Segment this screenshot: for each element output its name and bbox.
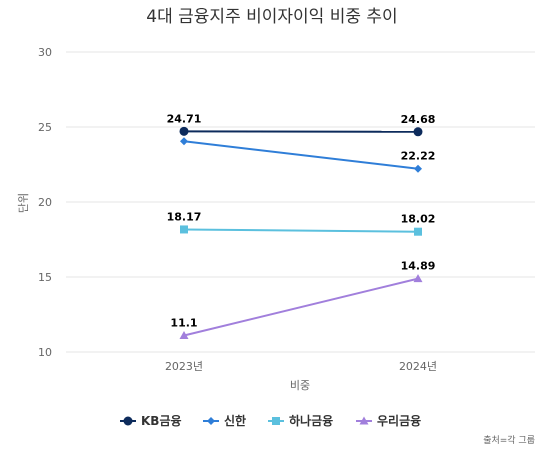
chart-title: 4대 금융지주 비이자이익 비중 추이 [146, 7, 397, 27]
series-group [179, 126, 423, 339]
legend-item-신한[interactable]: 신한 [203, 413, 246, 428]
y-tick-label: 30 [38, 46, 52, 59]
series-우리금융 [179, 274, 423, 339]
data-point-우리금융-1[interactable] [413, 274, 423, 283]
y-tick-label: 20 [38, 196, 52, 209]
legend-item-우리금융[interactable]: 우리금융 [356, 413, 421, 428]
grid-lines [66, 51, 535, 353]
y-tick-label: 15 [38, 271, 52, 284]
data-label: 24.68 [401, 113, 436, 126]
x-tick-label: 2023년 [165, 360, 203, 373]
series-하나금융 [180, 225, 422, 236]
legend[interactable]: KB금융 신한 하나금융 우리금융 [120, 413, 421, 428]
x-axis-title: 비중 [290, 379, 310, 392]
y-tick-label: 10 [38, 346, 52, 359]
series-kb금융 [179, 126, 423, 137]
x-tick-label: 2024년 [399, 360, 437, 373]
legend-label: KB금융 [141, 413, 182, 428]
data-point-신한-0[interactable] [180, 137, 188, 146]
legend-marker-신한[interactable] [207, 417, 215, 425]
data-point-하나금융-1[interactable] [414, 227, 422, 236]
data-label: 18.02 [401, 213, 436, 226]
legend-marker-kb금융[interactable] [123, 416, 133, 426]
data-label: 14.89 [401, 260, 436, 273]
data-label: 11.1 [170, 317, 197, 330]
legend-marker-우리금융[interactable] [359, 416, 369, 425]
data-label: 18.17 [167, 210, 202, 223]
x-axis-ticks: 2023년 2024년 [165, 360, 437, 373]
legend-marker-하나금융[interactable] [272, 417, 280, 425]
data-labels: 24.71 24.68 22.22 18.17 18.02 11.1 14.89 [167, 112, 436, 329]
legend-item-kb금융[interactable]: KB금융 [120, 413, 182, 428]
data-point-우리금융-0[interactable] [179, 331, 189, 339]
legend-label: 우리금융 [377, 413, 421, 428]
data-point-kb금융-1[interactable] [413, 127, 423, 137]
legend-label: 신한 [224, 413, 246, 428]
data-point-kb금융-0[interactable] [179, 126, 189, 136]
data-label: 24.71 [167, 112, 202, 125]
series-line-신한 [183, 140, 419, 170]
source-note: 출처=각 그룹 [483, 434, 535, 446]
legend-item-하나금융[interactable]: 하나금융 [268, 413, 333, 428]
data-point-신한-1[interactable] [414, 164, 422, 173]
y-axis-ticks: 10 15 20 25 30 [38, 46, 52, 359]
series-신한 [180, 137, 422, 173]
y-axis-title: 단위 [17, 193, 30, 213]
legend-label: 하나금융 [289, 413, 333, 428]
y-tick-label: 25 [38, 121, 52, 134]
series-line-우리금융 [183, 277, 419, 337]
series-line-하나금융 [183, 228, 419, 233]
data-point-하나금융-0[interactable] [180, 225, 188, 234]
data-label: 22.22 [401, 150, 436, 163]
